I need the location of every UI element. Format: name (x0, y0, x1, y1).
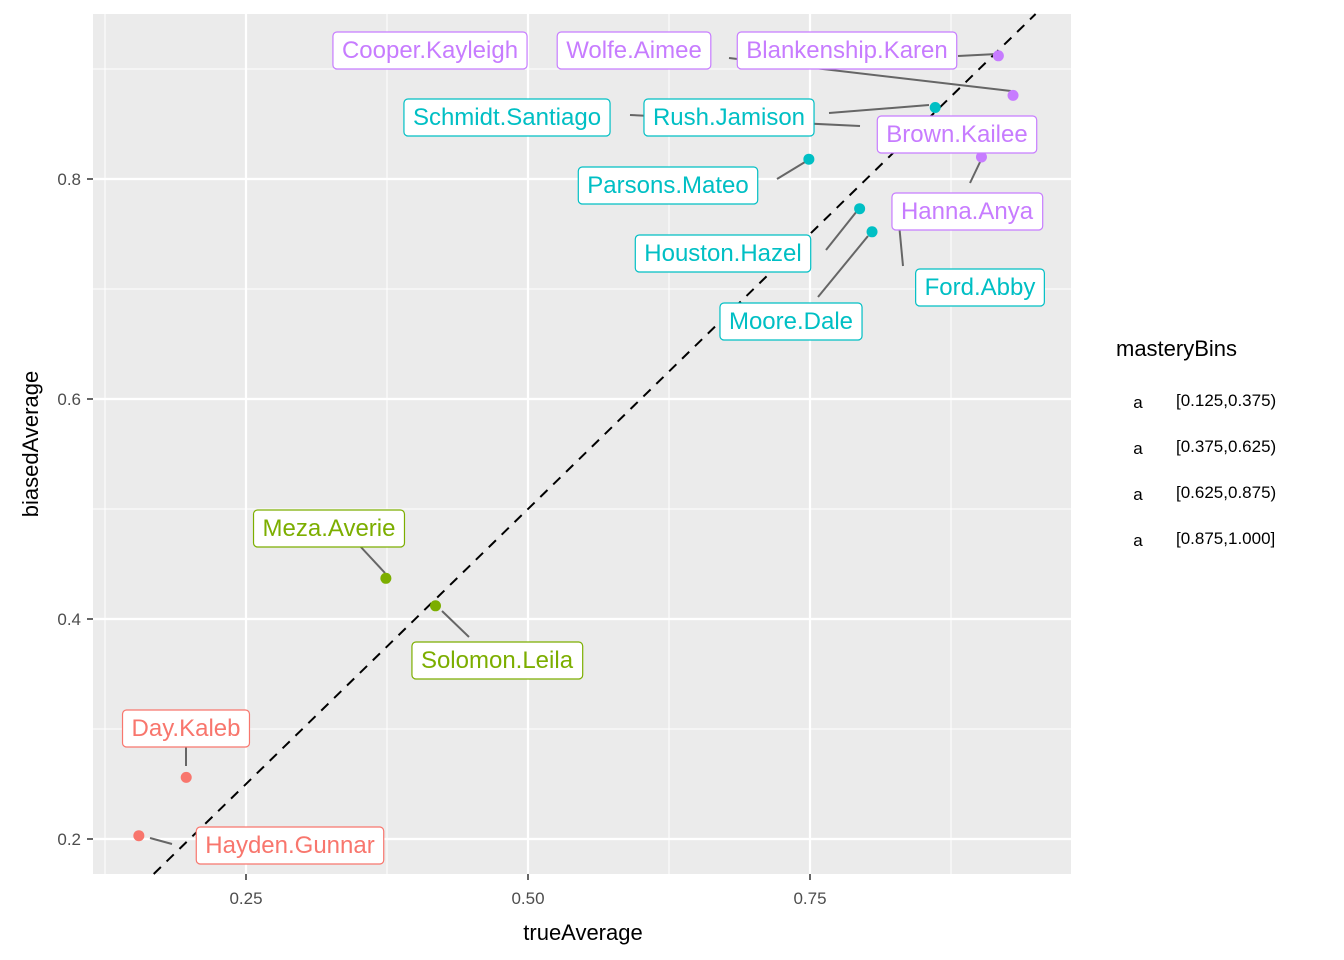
point-label-text: Day.Kaleb (132, 715, 241, 742)
point-label-box (915, 268, 1045, 307)
data-point (854, 203, 866, 215)
point-label-box (403, 98, 611, 137)
plot-panel (93, 14, 1071, 874)
x-tick-label: 0.50 (511, 889, 544, 908)
data-point (803, 153, 815, 165)
point-label-box (634, 234, 812, 273)
point-label-box (411, 641, 584, 680)
point-label-box (577, 166, 759, 205)
legend-key: a (1133, 485, 1143, 504)
point-label-box (556, 31, 712, 70)
point-label-box (891, 192, 1044, 231)
connector-meza-averie (358, 544, 386, 574)
point-label-text: Blankenship.Karen (746, 37, 947, 64)
point-label-meza-averie: Meza.Averie (252, 509, 406, 548)
legend-label: [0.125,0.375) (1176, 391, 1276, 410)
point-label-box (121, 709, 251, 748)
legend-key: a (1133, 531, 1143, 550)
x-tick-label: 0.75 (793, 889, 826, 908)
connector-blankenship-karen (957, 53, 998, 57)
point-label-box (719, 302, 863, 341)
data-point (133, 830, 145, 842)
panel-background (93, 14, 1071, 874)
point-label-hanna-anya: Hanna.Anya (891, 192, 1044, 231)
y-tick-label: 0.2 (57, 830, 81, 849)
point-label-text: Schmidt.Santiago (413, 104, 601, 131)
connector-brown-kailee (969, 159, 982, 184)
x-tick-label: 0.25 (229, 889, 262, 908)
legend-entry: a [0.375,0.625) (1133, 437, 1276, 458)
point-label-text: Solomon.Leila (421, 647, 574, 674)
axes: 0.25 0.50 0.75 0.2 0.4 0.6 0.8 (57, 170, 826, 908)
connector-rush-jamison (828, 104, 930, 114)
y-tick-label: 0.8 (57, 170, 81, 189)
point-label-text: Rush.Jamison (653, 104, 805, 131)
point-label-box (736, 31, 958, 70)
point-label-box (643, 98, 815, 137)
point-labels: Hayden.Gunnar Day.Kaleb Meza.Averie Solomon… (121, 31, 1045, 865)
point-label-text: Brown.Kailee (886, 121, 1027, 148)
point-label-houston-hazel: Houston.Hazel (634, 234, 812, 273)
point-label-wolfe-aimee: Wolfe.Aimee (556, 31, 712, 70)
legend-entry: a [0.875,1.000] (1133, 529, 1275, 550)
point-label-box (876, 115, 1038, 154)
legend-label: [0.625,0.875) (1176, 483, 1276, 502)
connector-hayden-gunnar (149, 837, 173, 845)
legend-entry: a [0.125,0.375) (1133, 391, 1276, 412)
legend-title: masteryBins (1116, 336, 1237, 361)
point-label-hayden-gunnar: Hayden.Gunnar (195, 826, 385, 865)
connector-parsons-mateo (776, 161, 806, 180)
point-label-text: Hayden.Gunnar (205, 832, 374, 859)
connector-houston-hazel (825, 210, 858, 251)
data-point (975, 151, 987, 163)
data-point (380, 572, 392, 584)
point-label-moore-dale: Moore.Dale (719, 302, 863, 341)
point-label-text: Hanna.Anya (901, 198, 1034, 225)
y-axis-title: biasedAverage (18, 371, 43, 517)
point-label-text: Meza.Averie (263, 515, 396, 542)
point-label-text: Wolfe.Aimee (566, 37, 702, 64)
legend-label: [0.375,0.625) (1176, 437, 1276, 456)
connector-solomon-leila (441, 610, 470, 638)
data-point (866, 226, 878, 238)
point-label-text: Moore.Dale (729, 308, 853, 335)
point-label-ford-abby: Ford.Abby (915, 268, 1045, 307)
point-label-blankenship-karen: Blankenship.Karen (736, 31, 958, 70)
point-label-solomon-leila: Solomon.Leila (411, 641, 584, 680)
data-point (929, 102, 941, 113)
data-point (430, 600, 442, 612)
point-label-schmidt-santiago: Schmidt.Santiago (403, 98, 611, 137)
point-label-brown-kailee: Brown.Kailee (876, 115, 1038, 154)
reference-line-group (153, 13, 1037, 875)
x-axis-title: trueAverage (523, 920, 642, 945)
identity-reference-line (153, 13, 1037, 875)
legend-entry: a [0.625,0.875) (1133, 483, 1276, 504)
point-label-parsons-mateo: Parsons.Mateo (577, 166, 759, 205)
point-label-cooper-kayleigh: Cooper.Kayleigh (332, 31, 528, 70)
point-label-text: Cooper.Kayleigh (342, 37, 518, 64)
point-label-box (195, 826, 385, 865)
y-tick-label: 0.6 (57, 390, 81, 409)
y-tick-label: 0.4 (57, 610, 81, 629)
point-label-box (252, 509, 406, 548)
point-label-text: Houston.Hazel (644, 240, 801, 267)
point-label-text: Parsons.Mateo (587, 172, 748, 199)
data-point (1007, 89, 1019, 101)
data-point (180, 771, 192, 783)
legend: masteryBins a [0.125,0.375) a [0.375,0.625)… (1116, 336, 1276, 550)
point-label-box (332, 31, 528, 70)
legend-label: [0.875,1.000] (1176, 529, 1275, 548)
connector-moore-dale (817, 235, 869, 298)
point-label-day-kaleb: Day.Kaleb (121, 709, 251, 748)
point-label-rush-jamison: Rush.Jamison (643, 98, 815, 137)
point-label-text: Ford.Abby (925, 274, 1036, 301)
legend-key: a (1133, 439, 1143, 458)
data-point (992, 50, 1004, 62)
legend-key: a (1133, 393, 1143, 412)
